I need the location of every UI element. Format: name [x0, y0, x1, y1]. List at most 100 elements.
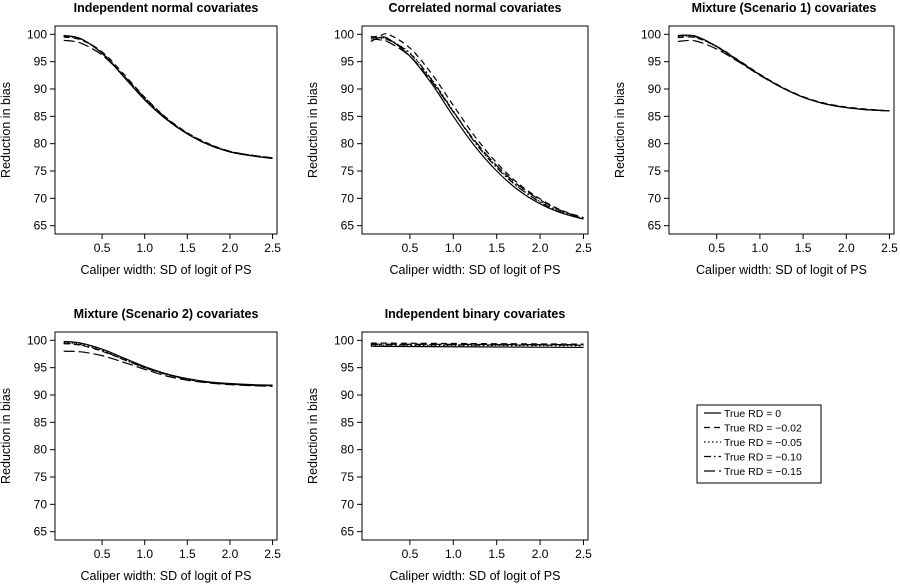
series-line-rd-2: [63, 35, 273, 160]
y-tick-label: 100: [27, 27, 47, 41]
x-tick-label: 1.0: [136, 547, 153, 561]
x-tick-label: 1.5: [795, 241, 812, 255]
y-tick-label: 80: [341, 443, 355, 457]
x-tick-label: 0.5: [94, 547, 111, 561]
x-tick-label: 2.0: [532, 547, 549, 561]
y-tick-label: 70: [648, 191, 662, 205]
series-line-rd-3: [370, 36, 584, 220]
y-tick-label: 80: [34, 137, 48, 151]
y-tick-label: 90: [341, 82, 355, 96]
plot-frame: [361, 331, 589, 541]
y-tick-label: 65: [34, 525, 48, 539]
x-tick-label: 2.5: [575, 547, 592, 561]
y-tick-label: 100: [334, 333, 354, 347]
series-line-rd-4: [370, 343, 584, 346]
y-tick-label: 80: [341, 137, 355, 151]
y-tick-label: 85: [34, 109, 48, 123]
series-line-rd-4: [370, 38, 584, 219]
x-tick-label: 0.5: [402, 241, 419, 255]
legend-label: True RD = −0.15: [724, 466, 802, 478]
x-tick-label: 1.5: [488, 547, 505, 561]
y-tick-label: 75: [34, 470, 48, 484]
x-tick-label: 0.5: [708, 241, 725, 255]
panel-title: Independent binary covariates: [385, 307, 566, 321]
x-tick-label: 2.0: [532, 241, 549, 255]
x-tick-label: 1.5: [179, 241, 196, 255]
y-tick-label: 80: [34, 443, 48, 457]
x-axis-label: Caliper width: SD of logit of PS: [390, 263, 561, 277]
legend: True RD = 0 True RD = −0.02 True RD = −0.0…: [696, 404, 822, 484]
panel-title: Correlated normal covariates: [389, 1, 562, 15]
y-axis-label: Reduction in bias: [0, 82, 13, 178]
legend-label: True RD = −0.05: [724, 437, 802, 449]
y-tick-label: 85: [341, 109, 355, 123]
y-axis-label: Reduction in bias: [306, 388, 320, 484]
legend-label: True RD = −0.02: [724, 423, 802, 435]
series-line-rd-3: [677, 34, 890, 112]
y-tick-label: 85: [34, 415, 48, 429]
y-tick-label: 65: [648, 219, 662, 233]
panel-4: Mixture (Scenario 2) covariates 0.5 1.0 1.5…: [0, 307, 281, 583]
plot-frame: [54, 331, 278, 541]
y-tick-label: 90: [34, 82, 48, 96]
y-tick-label: 75: [341, 164, 355, 178]
y-tick-label: 95: [341, 55, 355, 69]
series-line-rd-3: [63, 342, 273, 387]
x-axis-label: Caliper width: SD of logit of PS: [696, 263, 867, 277]
series-line-rd-2: [370, 35, 584, 220]
y-tick-label: 75: [34, 164, 48, 178]
x-tick-label: 2.5: [264, 241, 281, 255]
panel-5: Independent binary covariates 0.5 1.0 1.5 2.…: [306, 307, 592, 583]
plot-frame: [668, 25, 895, 235]
y-tick-label: 70: [341, 191, 355, 205]
series-line-rd-0: [63, 34, 273, 160]
panel-3: Mixture (Scenario 1) covariates 0.5 1.0 1.5…: [613, 1, 898, 277]
x-tick-label: 0.5: [94, 241, 111, 255]
x-tick-label: 2.0: [222, 241, 239, 255]
x-tick-label: 1.0: [445, 241, 462, 255]
plot-frame: [361, 25, 589, 235]
legend-box: [696, 404, 822, 484]
x-axis-label: Caliper width: SD of logit of PS: [81, 263, 252, 277]
panel-2: Correlated normal covariates 0.5 1.0 1.5 2.0…: [306, 1, 592, 277]
y-tick-label: 90: [34, 388, 48, 402]
x-axis-label: Caliper width: SD of logit of PS: [390, 569, 561, 583]
series-line-rd-4: [63, 39, 273, 159]
y-axis-label: Reduction in bias: [613, 82, 627, 178]
y-tick-label: 90: [341, 388, 355, 402]
y-tick-label: 90: [648, 82, 662, 96]
x-tick-label: 2.5: [881, 241, 898, 255]
y-tick-label: 70: [341, 497, 355, 511]
panel-1: Independent normal covariates 0.5 1.0 1.5 2.…: [0, 1, 281, 277]
y-tick-label: 65: [341, 219, 355, 233]
y-tick-label: 100: [27, 333, 47, 347]
y-tick-label: 70: [34, 191, 48, 205]
y-axis-label: Reduction in bias: [306, 82, 320, 178]
legend-label: True RD = −0.10: [724, 452, 802, 464]
series-line-rd-3: [63, 35, 273, 160]
series-line-rd-4: [63, 350, 273, 387]
x-tick-label: 1.5: [179, 547, 196, 561]
series-line-rd-1: [63, 343, 273, 387]
y-tick-label: 85: [341, 415, 355, 429]
series-line-rd-1: [677, 36, 890, 112]
series-line-rd-1: [63, 36, 273, 159]
x-tick-label: 1.5: [488, 241, 505, 255]
plot-frame: [54, 25, 278, 235]
y-tick-label: 85: [648, 109, 662, 123]
y-tick-label: 100: [641, 27, 661, 41]
y-tick-label: 95: [34, 55, 48, 69]
series-line-rd-2: [677, 35, 890, 112]
x-tick-label: 1.0: [752, 241, 769, 255]
panel-title: Mixture (Scenario 2) covariates: [74, 307, 259, 321]
x-tick-label: 2.5: [264, 547, 281, 561]
series-line-rd-0: [370, 36, 584, 220]
y-tick-label: 75: [341, 470, 355, 484]
x-tick-label: 2.5: [575, 241, 592, 255]
y-tick-label: 70: [34, 497, 48, 511]
series-line-rd-0: [370, 345, 584, 349]
series-line-rd-1: [370, 33, 584, 219]
x-tick-label: 2.0: [222, 547, 239, 561]
x-axis-label: Caliper width: SD of logit of PS: [81, 569, 252, 583]
